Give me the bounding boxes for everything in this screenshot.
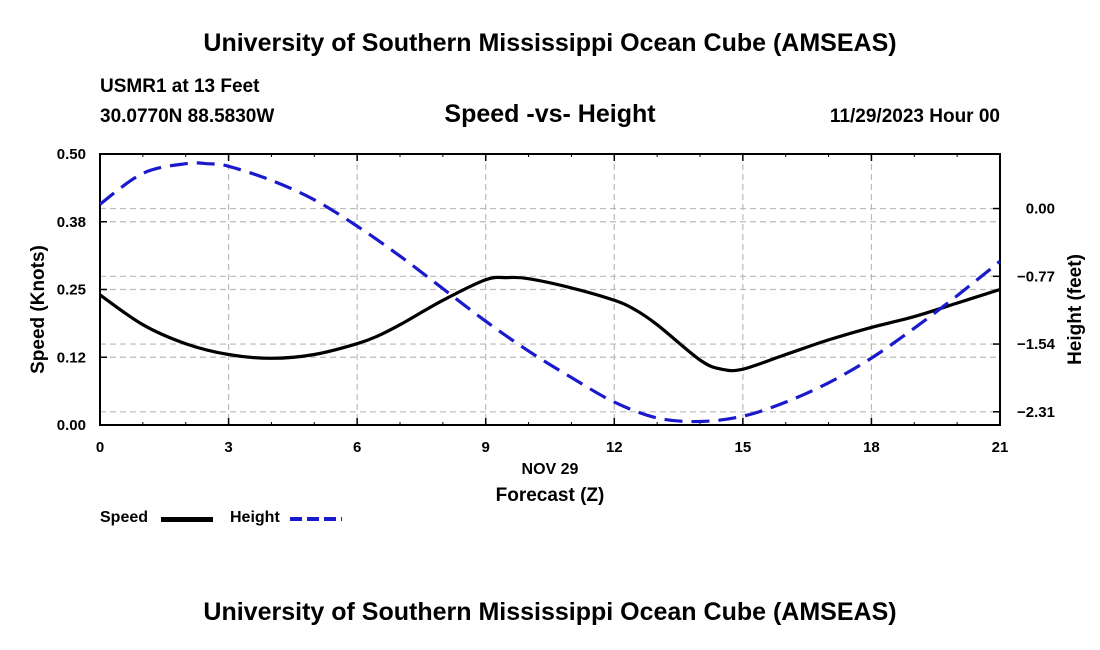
x-axis-date-label: NOV 29 bbox=[522, 461, 579, 478]
footer-title: University of Southern Mississippi Ocean… bbox=[203, 598, 897, 626]
y-left-axis-title: Speed (Knots) bbox=[28, 245, 49, 374]
y-left-tick-label: 0.00 bbox=[57, 417, 86, 434]
x-tick-label: 12 bbox=[606, 439, 623, 456]
x-axis-title: Forecast (Z) bbox=[496, 485, 605, 506]
y-left-tick-label: 0.12 bbox=[57, 349, 86, 366]
x-tick-label: 18 bbox=[863, 439, 880, 456]
x-tick-label: 21 bbox=[992, 439, 1009, 456]
speed-series-line bbox=[99, 275, 1001, 373]
legend-speed-swatch bbox=[161, 517, 213, 522]
x-tick-label: 9 bbox=[482, 439, 490, 456]
legend-height-swatch bbox=[290, 517, 342, 521]
y-right-tick-label: −1.54 bbox=[1017, 336, 1056, 353]
y-left-tick-label: 0.25 bbox=[57, 282, 86, 299]
label-layer: 0 3 6 9 12 15 18 21 0.00 0.12 0.25 0.38 0.50 0.00 −0.7… bbox=[28, 146, 1086, 506]
x-tick-label: 3 bbox=[224, 439, 232, 456]
grid-layer bbox=[100, 154, 1000, 425]
series-layer bbox=[99, 161, 1002, 424]
x-tick-label: 15 bbox=[735, 439, 752, 456]
station-label: USMR1 at 13 Feet bbox=[100, 76, 260, 97]
y-left-tick-label: 0.50 bbox=[57, 146, 86, 163]
height-series-line bbox=[99, 161, 1002, 424]
legend-height-label: Height bbox=[230, 509, 280, 526]
y-right-tick-label: 0.00 bbox=[1026, 201, 1055, 218]
coordinates-label: 30.0770N 88.5830W bbox=[100, 106, 275, 127]
x-tick-label: 0 bbox=[96, 439, 104, 456]
tick-layer bbox=[99, 153, 1001, 426]
chart-subtitle: Speed -vs- Height bbox=[444, 100, 656, 128]
y-left-tick-label: 0.38 bbox=[57, 214, 86, 231]
y-right-tick-label: −2.31 bbox=[1017, 404, 1055, 421]
y-right-tick-label: −0.77 bbox=[1017, 268, 1055, 285]
legend-speed-label: Speed bbox=[100, 509, 149, 526]
y-right-axis-title: Height (feet) bbox=[1065, 254, 1086, 365]
x-tick-label: 6 bbox=[353, 439, 361, 456]
chart-title: University of Southern Mississippi Ocean… bbox=[203, 29, 897, 57]
forecast-datetime: 11/29/2023 Hour 00 bbox=[829, 106, 1000, 127]
